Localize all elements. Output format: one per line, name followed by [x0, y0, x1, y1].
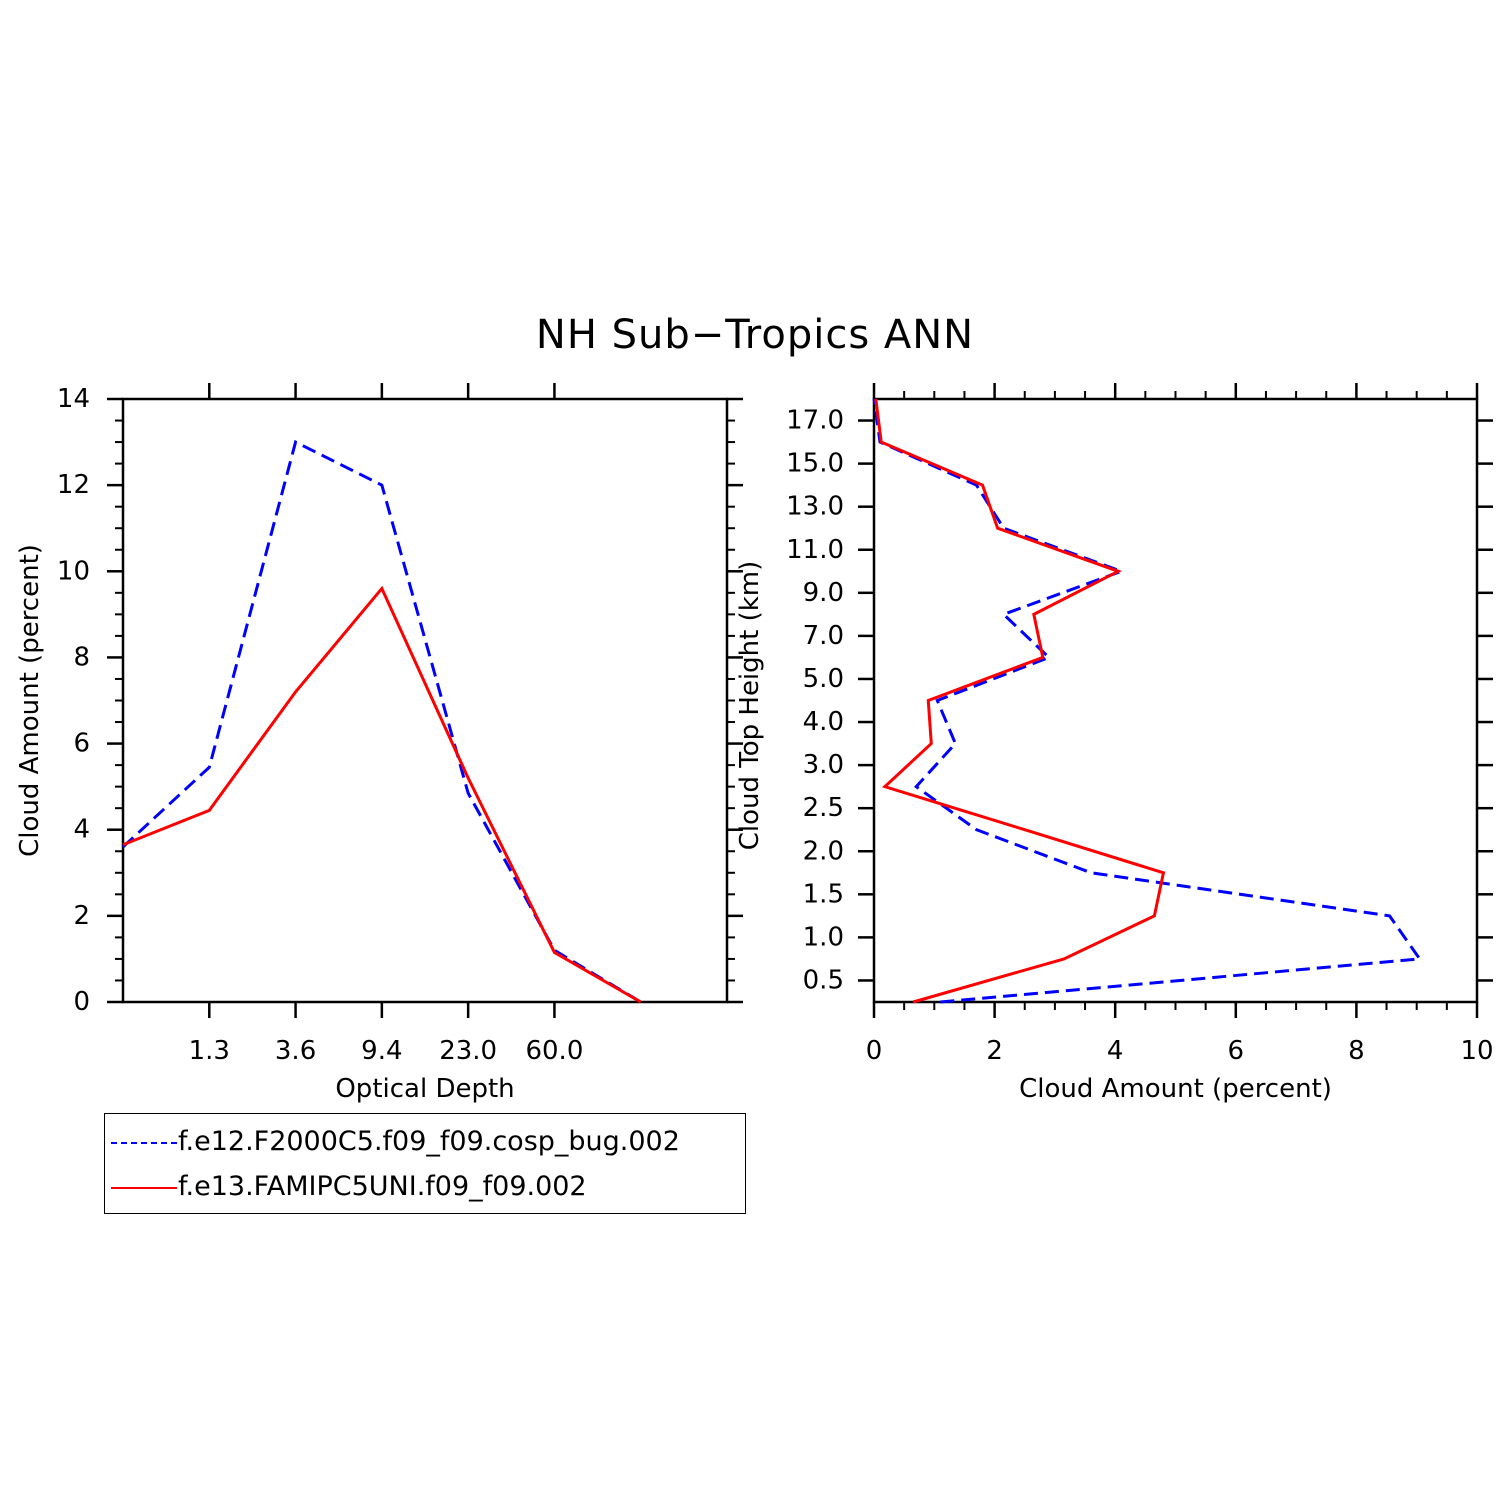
y-tick-label: 13.0 [786, 492, 844, 522]
y-tick-label: 7.0 [803, 621, 844, 651]
y-tick-label: 4.0 [803, 707, 844, 737]
y-tick-label: 8 [73, 642, 90, 672]
plot-frame [121, 397, 729, 1004]
x-tick-label: 2 [986, 1036, 1003, 1066]
legend: f.e12.F2000C5.f09_f09.cosp_bug.002 f.e13… [104, 1113, 746, 1214]
y-tick-label: 0 [73, 987, 90, 1017]
y-tick-label: 1.5 [803, 879, 844, 909]
cloud-top-height-plot: 0 2 4 6 8 10 0.5 1.0 1.5 2.0 2.5 3.0 4.0 5.0 7.0 9.0 11.… [735, 383, 1494, 1104]
x-tick-label: 8 [1348, 1036, 1365, 1066]
series-line-1 [872, 398, 1423, 1004]
y-tick-label: 15.0 [786, 449, 844, 479]
optical-depth-plot: 0 2 4 6 8 10 12 14 1.3 3.6 9.4 23.0 60.0 Optical Dept… [15, 383, 743, 1104]
y-tick-label: 4 [73, 815, 90, 845]
legend-label-series-2: f.e13.FAMIPC5UNI.f09_f09.002 [178, 1171, 587, 1202]
y-tick-label: 2.5 [803, 793, 844, 823]
y-axis-label: Cloud Top Height (km) [735, 561, 765, 851]
legend-item-series-2: f.e13.FAMIPC5UNI.f09_f09.002 [105, 1167, 745, 1207]
y-tick-label: 2.0 [803, 836, 844, 866]
plot-frame [872, 397, 1479, 1004]
x-tick-label: 6 [1228, 1036, 1245, 1066]
y-tick-label: 10 [57, 556, 90, 586]
x-tick-label: 0 [866, 1036, 883, 1066]
x-tick-label: 10 [1460, 1036, 1493, 1066]
x-tick-label: 1.3 [189, 1036, 230, 1066]
series-line-2 [874, 398, 1166, 1004]
legend-item-series-1: f.e12.F2000C5.f09_f09.cosp_bug.002 [105, 1122, 745, 1162]
y-tick-label: 2 [73, 901, 90, 931]
y-axis-label: Cloud Amount (percent) [15, 544, 45, 857]
x-tick-label: 9.4 [361, 1036, 402, 1066]
x-axis-label: Optical Depth [335, 1074, 514, 1104]
legend-label-series-1: f.e12.F2000C5.f09_f09.cosp_bug.002 [178, 1126, 680, 1157]
series-line-1 [121, 439, 642, 1004]
legend-swatch-solid-red [111, 1187, 177, 1189]
y-tick-label: 12 [57, 470, 90, 500]
chart-title: NH Sub−Tropics ANN [535, 312, 975, 358]
y-tick-label: 11.0 [786, 535, 844, 565]
y-tick-label: 5.0 [803, 664, 844, 694]
y-tick-label: 9.0 [803, 578, 844, 608]
y-tick-label: 14 [57, 384, 90, 414]
y-tick-label: 6 [73, 729, 90, 759]
x-tick-label: 60.0 [525, 1036, 583, 1066]
y-tick-label: 17.0 [786, 406, 844, 436]
y-tick-label: 0.5 [803, 965, 844, 995]
x-tick-label: 23.0 [439, 1036, 497, 1066]
legend-swatch-dashed-blue [111, 1142, 177, 1144]
x-tick-label: 4 [1107, 1036, 1124, 1066]
x-axis-label: Cloud Amount (percent) [1019, 1074, 1332, 1104]
series-line-2 [122, 585, 642, 1004]
y-tick-label: 3.0 [803, 750, 844, 780]
x-tick-label: 3.6 [275, 1036, 316, 1066]
y-tick-label: 1.0 [803, 922, 844, 952]
